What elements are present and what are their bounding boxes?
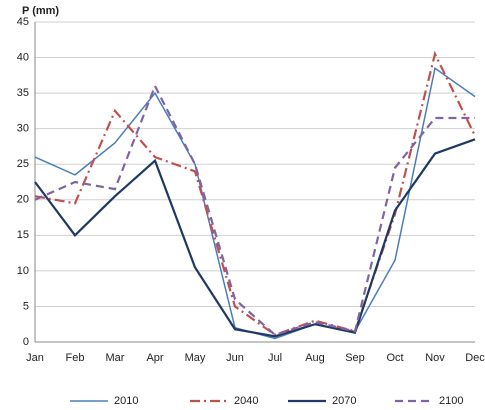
x-tick-label: Dec	[465, 352, 485, 364]
x-tick-label: Oct	[386, 352, 403, 364]
y-axis-label: P (mm)	[22, 5, 59, 17]
y-tick-label: 30	[17, 123, 29, 135]
x-tick-label: Feb	[66, 352, 85, 364]
series-line	[34, 50, 476, 337]
y-tick-label: 25	[17, 158, 29, 170]
y-tick-label: 45	[17, 16, 29, 28]
series-line	[34, 66, 476, 340]
x-tick-label: Apr	[146, 352, 163, 364]
x-tick-label: May	[185, 352, 206, 364]
y-tick-label: 5	[23, 300, 29, 312]
y-tick-label: 15	[17, 229, 29, 241]
y-tick-label: 0	[23, 336, 29, 348]
x-tick-label: Jan	[26, 352, 44, 364]
legend-label: 2010	[114, 395, 138, 407]
legend-label: 2070	[332, 395, 356, 407]
x-tick-label: Nov	[425, 352, 445, 364]
y-tick-label: 10	[17, 265, 29, 277]
x-tick-label: Sep	[345, 352, 365, 364]
x-tick-label: Mar	[106, 352, 125, 364]
y-tick-label: 35	[17, 87, 29, 99]
legend-label: 2040	[234, 395, 258, 407]
x-tick-label: Jul	[268, 352, 282, 364]
y-tick-label: 40	[17, 51, 29, 63]
y-tick-label: 20	[17, 194, 29, 206]
series-line	[34, 138, 476, 338]
x-tick-label: Aug	[305, 352, 325, 364]
x-tick-label: Jun	[226, 352, 244, 364]
legend-label: 2100	[439, 395, 463, 407]
